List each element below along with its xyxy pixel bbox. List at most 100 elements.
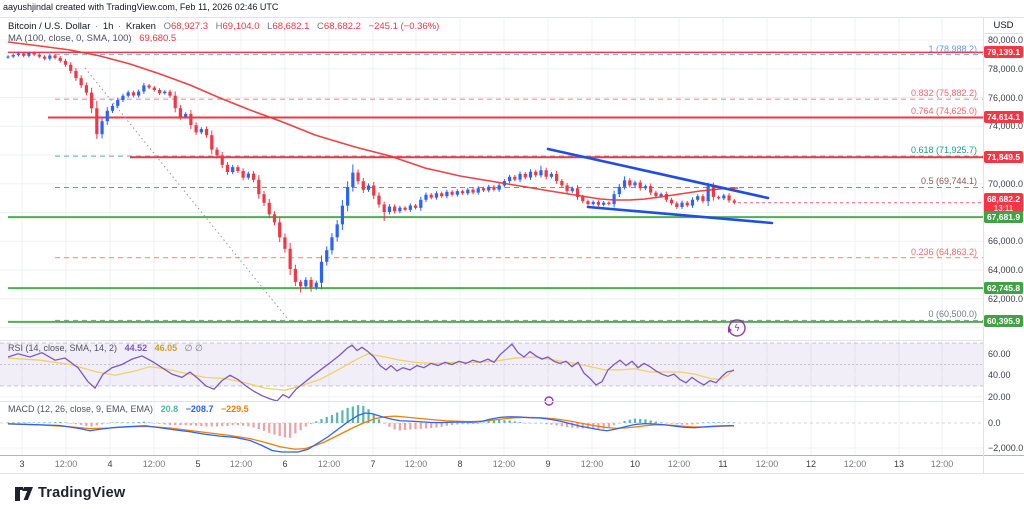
macd-histogram-bar (53, 422, 57, 423)
symbol-legend[interactable]: Bitcoin / U.S. Dollar · 1h · Kraken O68,… (8, 21, 440, 32)
macd-histogram-bar (268, 423, 271, 433)
candle-body (659, 194, 663, 197)
symbol-name[interactable]: Bitcoin / U.S. Dollar (8, 21, 91, 32)
macd-histogram-bar (283, 423, 287, 438)
macd-histogram-bar (64, 422, 67, 423)
candle-body (602, 202, 606, 205)
currency-toggle-button[interactable]: USD (984, 18, 1023, 34)
candle-body (42, 56, 47, 59)
candle-body (84, 85, 88, 93)
macd-histogram-bar (686, 423, 689, 425)
candle-body (455, 191, 459, 195)
macd-histogram-bar (22, 422, 25, 423)
time-axis[interactable] (0, 456, 983, 473)
macd-histogram-bar (445, 423, 448, 426)
candle-body (523, 173, 527, 178)
candle-body (325, 250, 329, 262)
chart-bottom-border (0, 473, 1024, 474)
dotted-trend-line[interactable] (84, 67, 288, 319)
high-value: 69,104.0 (222, 21, 260, 32)
candle-body (680, 202, 684, 207)
macd-histogram-bar (529, 423, 532, 424)
candle-body (168, 91, 172, 96)
high-key: H (215, 21, 223, 32)
macd-histogram-bar (179, 423, 182, 426)
price-axis[interactable] (983, 17, 1024, 455)
macd-histogram-bar (309, 423, 313, 425)
macd-histogram-bar (294, 423, 297, 434)
macd-histogram-bar (147, 422, 151, 423)
macd-histogram-bar (623, 420, 626, 423)
macd-histogram-bar (221, 423, 224, 427)
candle-body (267, 202, 271, 215)
candle-body (257, 179, 261, 195)
macd-histogram-bar (346, 407, 349, 423)
tradingview-wordmark[interactable]: TradingView (38, 485, 126, 501)
candle-body (272, 214, 277, 223)
macd-histogram-bar (680, 423, 684, 425)
interval-label[interactable]: 1h (102, 21, 114, 32)
candle-body (346, 186, 350, 206)
pane-separator-rsi[interactable] (0, 340, 983, 341)
rsi-line (7, 343, 735, 402)
candle-body (732, 200, 736, 203)
candle-body (11, 55, 15, 57)
macd-histogram-bar (466, 423, 469, 425)
macd-histogram-bar (383, 423, 386, 424)
candle-body (90, 92, 94, 109)
macd-histogram-bar (618, 423, 621, 424)
low-value: 68,682.1 (272, 21, 310, 32)
macd-histogram-bar (215, 423, 219, 427)
ma100-line[interactable] (7, 41, 739, 201)
macd-histogram-bar (210, 423, 213, 427)
macd-histogram-bar (43, 422, 46, 423)
ma-value: 69,680.5 (139, 33, 177, 44)
macd-histogram-bar (398, 423, 401, 431)
candle-body (581, 196, 585, 202)
candle-body (555, 173, 559, 182)
macd-histogram-bar (404, 423, 407, 431)
macd-histogram-bar (633, 418, 637, 423)
macd-histogram-bar (508, 420, 511, 423)
candle-body (393, 206, 397, 212)
candle-body (497, 185, 501, 190)
macd-histogram-bar (315, 421, 318, 423)
macd-histogram-bar (336, 412, 339, 423)
macd-histogram-bar (377, 419, 381, 423)
macd-histogram-bar (320, 418, 323, 423)
macd-histogram-bar (586, 423, 590, 429)
macd-histogram-bar (195, 423, 198, 426)
candle-body (37, 54, 41, 57)
candle-body (74, 70, 78, 79)
trendline[interactable] (586, 205, 774, 225)
macd-histogram-bar (137, 421, 140, 423)
macd-histogram-bar (111, 422, 114, 423)
candle-body (105, 110, 109, 122)
candle-body (319, 261, 324, 283)
candle-body (236, 167, 240, 172)
candle-body (137, 91, 141, 96)
candle-body (126, 92, 130, 96)
pane-separator-macd[interactable] (0, 401, 983, 402)
candle-body (116, 100, 120, 106)
rsi-legend[interactable]: RSI (14, close, SMA, 14, 2) 44.52 46.05 … (8, 343, 203, 354)
macd-histogram-bar (12, 422, 15, 423)
macd-histogram-bar (419, 423, 422, 429)
macd-legend[interactable]: MACD (12, 26, close, 9, EMA, EMA) 20.8 −… (8, 404, 249, 414)
ma-legend[interactable]: MA (100, close, 0, SMA, 100) 69,680.5 (8, 33, 176, 44)
macd-histogram-bar (299, 423, 302, 431)
macd-histogram-bar (487, 421, 490, 423)
tradingview-logo-icon[interactable] (15, 487, 34, 501)
macd-histogram-bar (560, 423, 563, 427)
candle-body (434, 193, 439, 198)
macd-histogram-bar (440, 423, 443, 427)
candle-body (664, 194, 668, 200)
macd-histogram-bar (613, 423, 616, 426)
trendline[interactable] (546, 147, 770, 200)
macd-histogram-bar (675, 423, 678, 425)
candle-body (727, 195, 731, 201)
macd-histogram-bar (414, 423, 417, 430)
macd-histogram-bar (451, 423, 454, 426)
candle-body (460, 191, 465, 194)
